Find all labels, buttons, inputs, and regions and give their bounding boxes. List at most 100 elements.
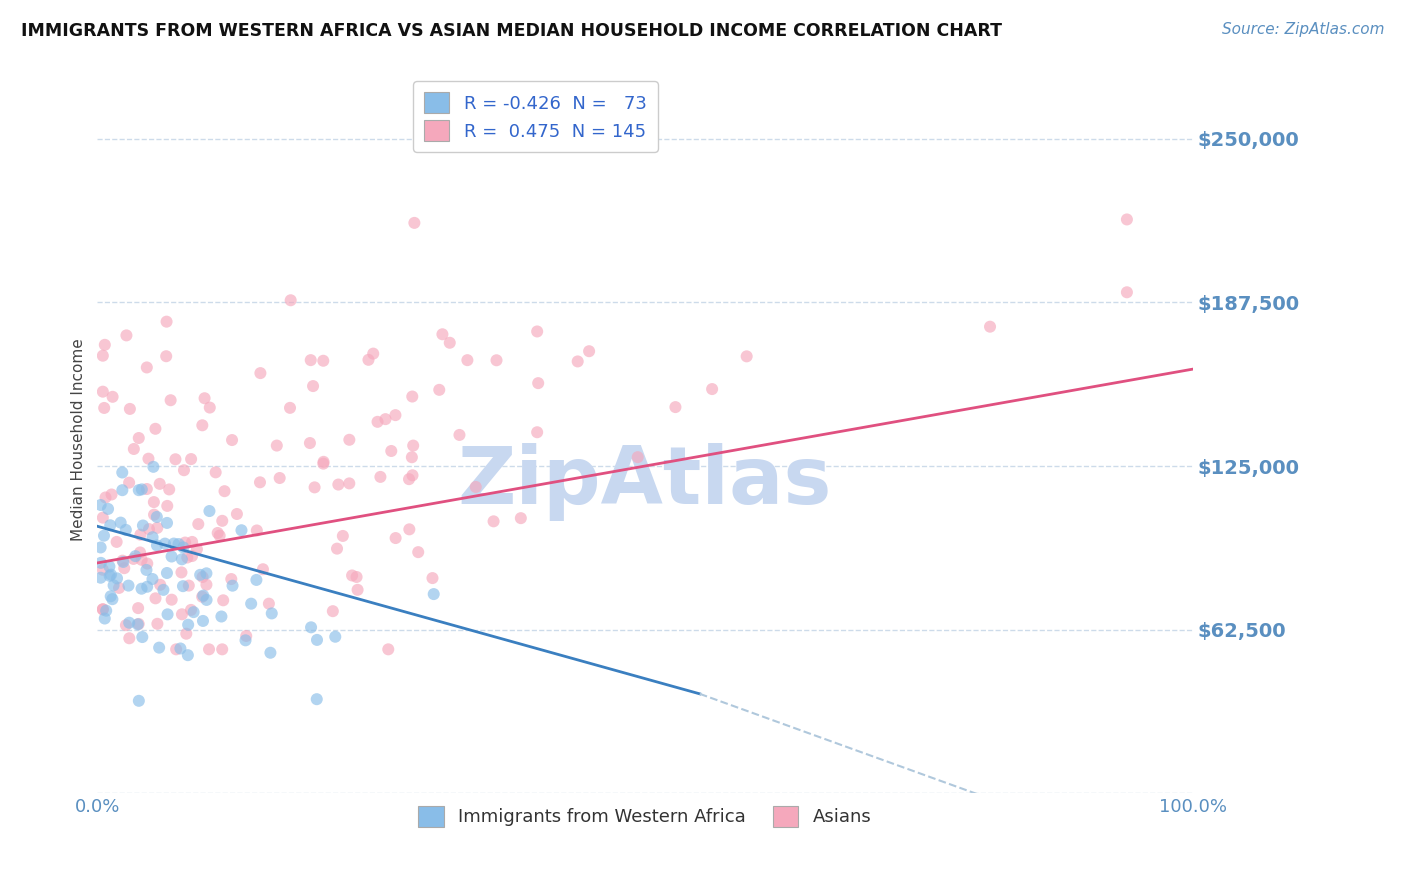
Point [91,349,114,363]
Point [136,580,159,594]
Point [527,376,550,391]
Point [111,554,134,568]
Point [93,401,115,415]
Point [128,483,150,497]
Point [328,477,350,491]
Point [146,521,169,535]
Point [96,604,118,618]
Point [367,415,389,429]
Point [326,541,349,556]
Point [131,582,153,596]
Text: ZipAtlas: ZipAtlas [458,443,832,521]
Point [131,553,153,567]
Point [346,570,368,584]
Point [664,400,686,414]
Point [485,353,508,368]
Point [246,524,269,538]
Point [91,563,114,577]
Point [101,592,124,607]
Point [432,327,454,342]
Point [129,545,152,559]
Point [249,475,271,490]
Text: IMMIGRANTS FROM WESTERN AFRICA VS ASIAN MEDIAN HOUSEHOLD INCOME CORRELATION CHAR: IMMIGRANTS FROM WESTERN AFRICA VS ASIAN … [21,22,1002,40]
Point [94,491,117,505]
Point [439,335,461,350]
Point [173,463,195,477]
Point [449,428,471,442]
Point [97,502,120,516]
Point [91,602,114,616]
Point [259,646,281,660]
Point [509,511,531,525]
Point [153,536,176,550]
Point [156,566,179,580]
Point [122,442,145,456]
Point [735,349,758,363]
Point [163,536,186,550]
Point [131,483,153,497]
Point [322,604,344,618]
Point [159,393,181,408]
Point [260,607,283,621]
Point [191,614,214,628]
Point [195,566,218,581]
Point [145,591,167,606]
Point [165,642,187,657]
Point [191,418,214,433]
Point [226,507,249,521]
Point [127,601,149,615]
Point [337,476,360,491]
Point [155,349,177,363]
Point [183,605,205,619]
Point [128,616,150,631]
Point [181,535,204,549]
Point [193,589,215,603]
Point [340,568,363,582]
Point [142,530,165,544]
Point [117,578,139,592]
Point [188,567,211,582]
Point [135,482,157,496]
Point [160,592,183,607]
Point [128,431,150,445]
Point [299,353,322,368]
Point [170,607,193,622]
Point [398,472,420,486]
Point [94,338,117,352]
Point [114,523,136,537]
Point [172,541,194,555]
Point [526,425,548,440]
Point [235,633,257,648]
Point [155,315,177,329]
Point [191,570,214,584]
Point [146,538,169,552]
Point [112,555,135,569]
Point [304,480,326,494]
Point [401,390,423,404]
Point [221,572,243,586]
Point [240,597,263,611]
Point [374,412,396,426]
Point [156,499,179,513]
Point [149,578,172,592]
Point [135,360,157,375]
Point [174,535,197,549]
Point [138,522,160,536]
Point [132,518,155,533]
Point [156,607,179,622]
Point [142,459,165,474]
Point [578,344,600,359]
Point [141,572,163,586]
Point [167,537,190,551]
Point [979,319,1001,334]
Point [186,542,208,557]
Point [177,648,200,662]
Point [138,451,160,466]
Point [235,629,257,643]
Point [118,632,141,646]
Point [176,550,198,565]
Point [323,630,346,644]
Point [221,579,243,593]
Point [221,433,243,447]
Point [194,391,217,405]
